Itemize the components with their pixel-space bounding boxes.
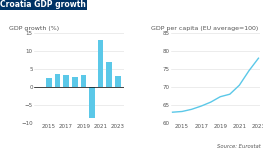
Text: Source: Eurostat: Source: Eurostat xyxy=(217,144,260,148)
Bar xyxy=(80,75,86,87)
Bar xyxy=(72,77,78,87)
Bar xyxy=(46,78,52,87)
Bar xyxy=(107,62,112,87)
Bar xyxy=(115,76,121,87)
Bar xyxy=(98,40,103,87)
Bar xyxy=(63,75,69,87)
Bar xyxy=(55,74,60,87)
Text: Croatia GDP growth: Croatia GDP growth xyxy=(0,0,86,9)
Bar xyxy=(89,87,95,118)
Text: GDP growth (%): GDP growth (%) xyxy=(9,26,59,31)
Text: GDP per capita (EU average=100): GDP per capita (EU average=100) xyxy=(151,26,258,31)
